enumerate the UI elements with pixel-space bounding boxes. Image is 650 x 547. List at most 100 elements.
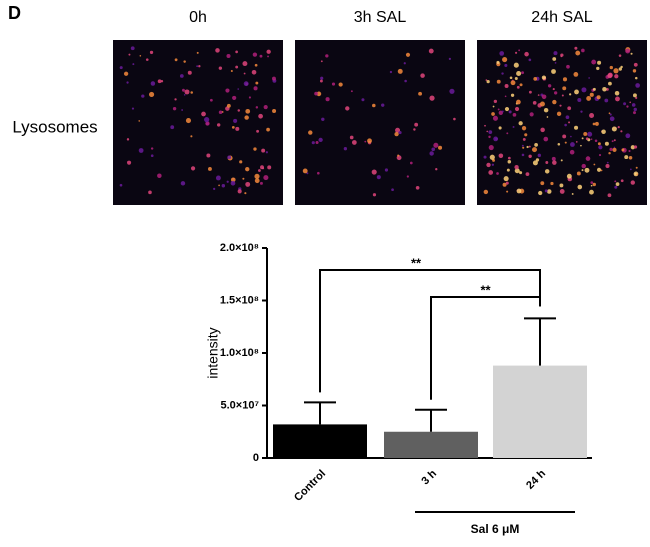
puncta [547,84,552,88]
puncta [315,140,319,145]
puncta [507,160,512,164]
puncta [308,130,313,135]
puncta [618,67,622,71]
puncta [239,160,243,164]
puncta [260,165,264,170]
image-title: 24h SAL [531,9,592,26]
puncta [349,135,354,140]
puncta [320,60,323,63]
puncta [206,153,211,158]
puncta [243,72,246,75]
puncta [510,93,515,97]
puncta [593,163,596,166]
puncta [630,145,635,150]
puncta [506,132,509,135]
puncta [611,126,617,132]
puncta [608,81,612,86]
puncta [491,112,495,116]
puncta [258,113,263,119]
puncta [149,50,154,55]
puncta [602,87,607,92]
puncta [597,142,601,146]
puncta [551,69,556,74]
puncta [590,181,594,184]
puncta [604,98,609,103]
puncta [504,106,510,112]
puncta [235,126,240,131]
puncta [174,58,178,62]
puncta [230,180,236,186]
puncta [570,142,575,147]
puncta [376,175,381,180]
puncta [256,129,260,133]
puncta [123,71,129,76]
puncta [589,92,594,97]
puncta [394,131,399,137]
y-axis-label: intensity [205,327,221,378]
puncta [522,146,525,149]
puncta [528,145,531,148]
puncta [562,77,568,82]
puncta [218,66,223,70]
puncta [615,182,620,187]
puncta [557,142,561,146]
puncta [632,69,637,73]
puncta [633,145,638,149]
puncta [545,161,549,164]
puncta [607,73,613,79]
row-label: Lysosomes [12,117,97,136]
puncta [591,59,597,65]
puncta [185,118,191,124]
puncta [397,68,403,74]
puncta [605,87,609,91]
puncta [350,90,353,93]
puncta [560,159,563,162]
puncta [581,163,586,169]
group-label: Sal 6 μM [471,522,520,536]
puncta [306,172,309,175]
puncta [453,117,456,121]
puncta [498,126,502,130]
puncta [624,155,629,160]
puncta [266,49,271,54]
puncta [601,129,606,135]
puncta [554,91,558,95]
puncta [621,148,625,152]
puncta [235,50,238,54]
puncta [571,193,574,195]
puncta [266,127,270,132]
puncta [528,58,532,62]
puncta [508,110,512,114]
puncta [513,62,519,68]
puncta [187,70,192,75]
puncta [569,149,575,155]
puncta [397,154,400,157]
puncta [181,109,184,111]
puncta [272,76,276,81]
puncta [415,185,420,190]
puncta [345,106,350,111]
puncta [265,151,269,154]
puncta [629,168,632,171]
puncta [233,118,238,123]
puncta [170,125,175,130]
puncta [577,98,582,103]
puncta [632,93,637,98]
puncta [205,121,210,126]
puncta [540,181,545,186]
puncta [597,60,602,65]
puncta [524,133,528,137]
y-tick-label: 1.5×10⁸ [220,294,259,306]
puncta [237,189,242,194]
puncta [532,160,538,166]
puncta [516,188,522,194]
puncta [406,175,409,178]
puncta [190,135,193,138]
puncta [521,126,527,131]
puncta [448,57,451,60]
puncta [589,112,595,118]
puncta [157,173,162,179]
puncta [588,77,590,79]
puncta [518,121,523,126]
puncta [486,80,490,84]
